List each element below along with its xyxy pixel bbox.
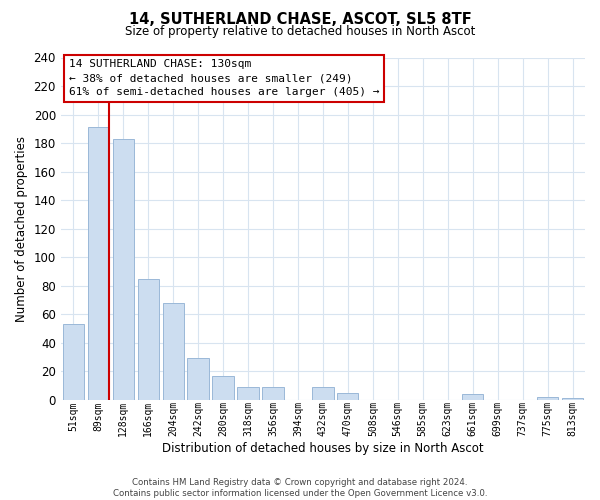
Bar: [137, 278, 159, 400]
Bar: [113, 139, 134, 400]
Bar: [462, 394, 483, 400]
Text: Contains HM Land Registry data © Crown copyright and database right 2024.
Contai: Contains HM Land Registry data © Crown c…: [113, 478, 487, 498]
Bar: [163, 303, 184, 400]
Bar: [537, 397, 558, 400]
Text: 14 SUTHERLAND CHASE: 130sqm
← 38% of detached houses are smaller (249)
61% of se: 14 SUTHERLAND CHASE: 130sqm ← 38% of det…: [68, 59, 379, 97]
Bar: [337, 392, 358, 400]
Bar: [212, 376, 233, 400]
Bar: [88, 128, 109, 400]
Bar: [238, 387, 259, 400]
Bar: [262, 387, 284, 400]
Bar: [562, 398, 583, 400]
Bar: [62, 324, 84, 400]
X-axis label: Distribution of detached houses by size in North Ascot: Distribution of detached houses by size …: [162, 442, 484, 455]
Text: Size of property relative to detached houses in North Ascot: Size of property relative to detached ho…: [125, 25, 475, 38]
Y-axis label: Number of detached properties: Number of detached properties: [15, 136, 28, 322]
Bar: [312, 387, 334, 400]
Text: 14, SUTHERLAND CHASE, ASCOT, SL5 8TF: 14, SUTHERLAND CHASE, ASCOT, SL5 8TF: [128, 12, 472, 28]
Bar: [187, 358, 209, 400]
